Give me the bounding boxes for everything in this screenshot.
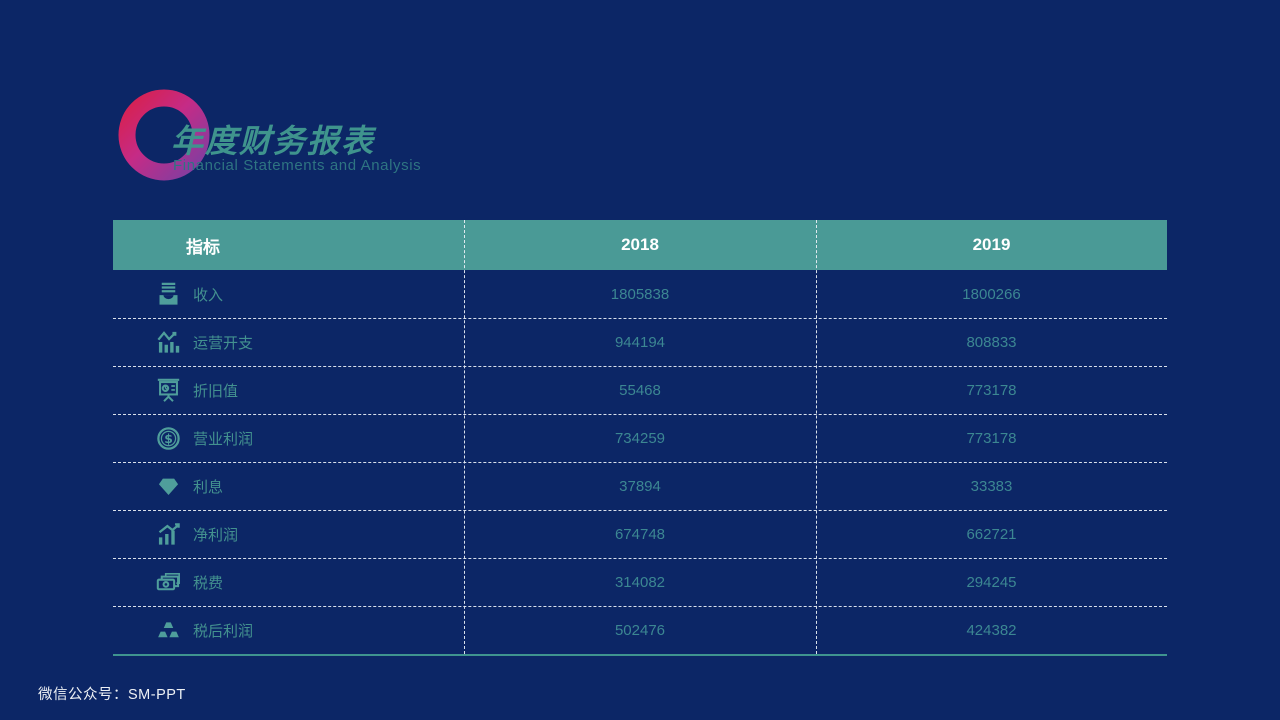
value-2018: 55468 xyxy=(619,382,661,399)
value-2019: 808833 xyxy=(966,334,1017,351)
bar-trend-icon xyxy=(155,329,182,356)
value-2019: 33383 xyxy=(970,478,1013,495)
column-header-indicator: 指标 xyxy=(186,237,220,257)
value-2018: 502476 xyxy=(614,622,666,639)
value-2019: 424382 xyxy=(966,622,1017,639)
column-header-2018: 2018 xyxy=(621,235,659,254)
growth-chart-icon xyxy=(155,521,182,548)
row-label: 营业利润 xyxy=(193,431,254,448)
table-header-row: 指标 2018 2019 xyxy=(113,220,1167,270)
row-label: 净利润 xyxy=(193,527,239,544)
value-2019: 773178 xyxy=(966,382,1017,399)
row-label: 收入 xyxy=(193,286,224,304)
banknotes-icon xyxy=(155,569,182,596)
value-2018: 734259 xyxy=(614,430,666,447)
slide-subtitle: Financial Statements and Analysis xyxy=(173,157,422,174)
dollar-coin-icon: $ xyxy=(155,425,182,452)
row-label: 运营开支 xyxy=(193,335,254,352)
table-row: 税费 314082 294245 xyxy=(113,558,1167,606)
table-row: 税后利润 502476 424382 xyxy=(113,606,1167,654)
column-divider xyxy=(816,220,817,654)
value-2019: 1800266 xyxy=(962,285,1021,303)
wechat-account: 微信公众号：SM-PPT xyxy=(38,687,186,703)
value-2019: 773178 xyxy=(966,430,1017,447)
ring-logo xyxy=(118,89,210,181)
table-row: $ 营业利润 734259 773178 xyxy=(113,414,1167,462)
value-2018: 1805838 xyxy=(610,285,670,303)
value-2019: 662721 xyxy=(966,526,1017,543)
table-row: 运营开支 944194 808833 xyxy=(113,318,1167,366)
table-row: 利息 37894 33383 xyxy=(113,462,1167,510)
column-header-2019: 2019 xyxy=(972,235,1011,254)
inbox-documents-icon xyxy=(155,281,182,308)
slide-title: 年度财务报表 xyxy=(171,123,376,159)
financial-table: 指标 2018 2019 收入 1805838 1800266 xyxy=(113,220,1167,656)
gold-ingots-icon xyxy=(155,617,182,644)
svg-text:$: $ xyxy=(164,432,173,446)
table-row: 折旧值 55468 773178 xyxy=(113,366,1167,414)
row-label: 折旧值 xyxy=(193,383,239,400)
gem-icon xyxy=(155,473,182,500)
row-label: 税后利润 xyxy=(193,623,254,640)
table-row: 收入 1805838 1800266 xyxy=(113,270,1167,318)
table-row: 净利润 674748 662721 xyxy=(113,510,1167,558)
value-2019: 294245 xyxy=(966,574,1017,591)
value-2018: 37894 xyxy=(619,478,661,495)
row-label: 税费 xyxy=(193,575,224,592)
row-label: 利息 xyxy=(193,479,224,496)
value-2018: 314082 xyxy=(614,574,666,591)
column-divider xyxy=(464,220,465,654)
value-2018: 674748 xyxy=(614,526,666,543)
value-2018: 944194 xyxy=(614,334,666,351)
presentation-board-icon xyxy=(155,377,182,404)
